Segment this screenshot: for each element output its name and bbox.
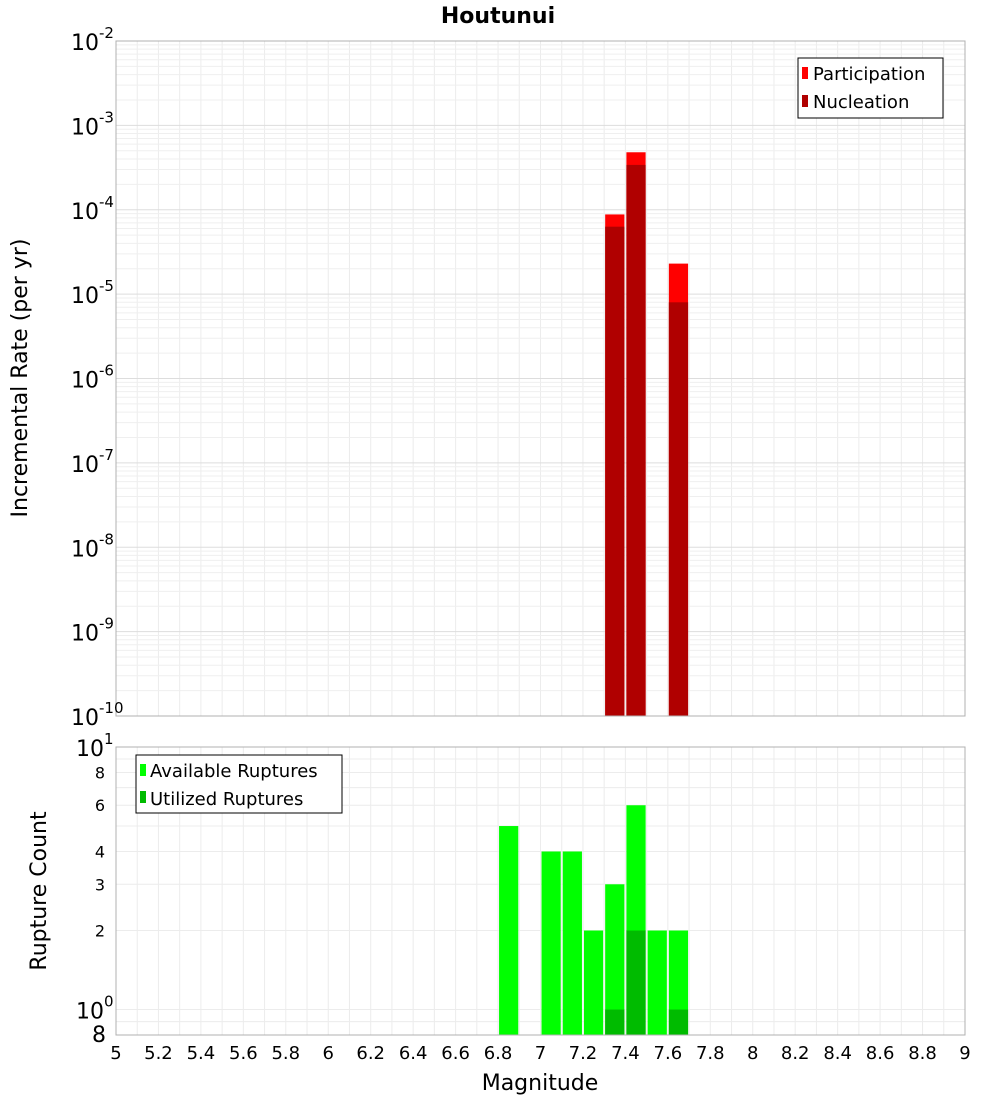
- legend-swatch-nucleation: [802, 95, 808, 107]
- count-y-tick-label: 2: [95, 922, 105, 941]
- count-bar-utilized-ruptures: [605, 1009, 625, 1035]
- rate-panel: 10-2 10-3 10-4 10-5 10-6 10-7 10-8 10-9 10-10 In…: [8, 24, 966, 731]
- rate-y-tick-label: 10-3: [71, 108, 114, 140]
- count-bar-available-ruptures: [605, 884, 625, 1035]
- count-bars: [499, 805, 689, 1035]
- legend-swatch-participation: [802, 67, 808, 79]
- count-bar-available-ruptures: [647, 930, 667, 1035]
- count-bar-available-ruptures: [541, 851, 561, 1035]
- count-bar-available-ruptures: [562, 851, 582, 1035]
- magnitude-tick-label: 8: [747, 1043, 758, 1064]
- count-y-tick-label: 101: [76, 730, 114, 762]
- rate-bars: [605, 152, 689, 717]
- magnitude-tick-label: 8.4: [823, 1043, 852, 1064]
- magnitude-tick-label: 5.2: [144, 1043, 173, 1064]
- rate-y-tick-label: 10-7: [71, 446, 114, 478]
- legend-swatch-available: [140, 764, 146, 776]
- magnitude-tick-label: 5.4: [187, 1043, 216, 1064]
- count-plot-frame: [115, 746, 966, 1036]
- magnitude-tick-label: 9: [959, 1043, 970, 1064]
- rate-y-tick-label: 10-2: [71, 24, 114, 56]
- rate-bar-nucleation: [626, 164, 646, 716]
- rate-legend: Participation Nucleation: [797, 57, 944, 119]
- magnitude-tick-label: 7.8: [696, 1043, 725, 1064]
- count-y-tick-label: 8: [92, 1023, 106, 1048]
- count-bar-available-ruptures: [583, 930, 604, 1035]
- rate-y-tick-labels: 10-2 10-3 10-4 10-5 10-6 10-7 10-8 10-9 10-10: [71, 24, 124, 731]
- magnitude-tick-label: 8.2: [781, 1043, 810, 1064]
- magnitude-tick-label: 7.2: [569, 1043, 598, 1064]
- rate-legend-box: [797, 57, 944, 119]
- magnitude-tick-label: 7.6: [654, 1043, 683, 1064]
- magnitude-tick-labels: 5 5.2 5.4 5.6 5.8 6 6.2 6.4 6.6 6.8 7 7.2 7.4 7.6 7.8 8…: [110, 1043, 970, 1064]
- count-bar-utilized-ruptures: [626, 930, 646, 1035]
- rate-bar-nucleation: [605, 226, 625, 716]
- magnitude-tick-label: 5.8: [271, 1043, 300, 1064]
- rate-y-tick-label: 10-5: [71, 277, 114, 309]
- count-bar-available-ruptures: [499, 826, 519, 1035]
- count-y-tick-label: 100: [76, 993, 114, 1025]
- count-y-tick-label: 4: [95, 842, 105, 861]
- magnitude-tick-label: 8.8: [908, 1043, 937, 1064]
- magnitude-tick-label: 5: [110, 1043, 121, 1064]
- magnitude-tick-label: 6.2: [356, 1043, 385, 1064]
- legend-label-utilized: Utilized Ruptures: [150, 789, 303, 810]
- rate-y-tick-label: 10-10: [71, 699, 124, 731]
- x-axis-label: Magnitude: [482, 1071, 599, 1096]
- count-y-tick-label: 8: [95, 763, 105, 782]
- magnitude-tick-label: 5.6: [229, 1043, 258, 1064]
- count-bar-utilized-ruptures: [668, 1009, 689, 1035]
- rate-y-tick-label: 10-4: [71, 193, 114, 225]
- count-bar-available-ruptures: [668, 930, 689, 1035]
- chart-title: Houtunui: [441, 4, 555, 29]
- magnitude-tick-label: 6: [323, 1043, 334, 1064]
- rate-plot-frame: [115, 40, 966, 717]
- magnitude-tick-label: 6.6: [441, 1043, 470, 1064]
- legend-label-nucleation: Nucleation: [813, 92, 909, 113]
- rate-bar-nucleation: [668, 302, 689, 716]
- rate-y-axis-label: Incremental Rate (per yr): [8, 239, 33, 518]
- legend-label-available: Available Ruptures: [150, 761, 318, 782]
- magnitude-tick-label: 8.6: [866, 1043, 895, 1064]
- rate-grid: [115, 41, 966, 717]
- magnitude-tick-label: 6.8: [484, 1043, 513, 1064]
- count-legend-box: [135, 754, 343, 814]
- count-y-tick-label: 3: [95, 875, 105, 894]
- magnitude-tick-label: 6.4: [399, 1043, 428, 1064]
- magnitude-tick-label: 7: [535, 1043, 546, 1064]
- magnitude-tick-label: 7.4: [611, 1043, 640, 1064]
- legend-label-participation: Participation: [813, 64, 925, 85]
- count-legend: Available Ruptures Utilized Ruptures: [135, 754, 343, 814]
- rate-y-tick-label: 10-9: [71, 615, 114, 647]
- rate-y-tick-label: 10-6: [71, 362, 114, 394]
- rate-y-tick-label: 10-8: [71, 530, 114, 562]
- count-y-axis-label: Rupture Count: [27, 811, 52, 971]
- count-y-tick-label: 6: [95, 796, 105, 815]
- legend-swatch-utilized: [140, 791, 146, 803]
